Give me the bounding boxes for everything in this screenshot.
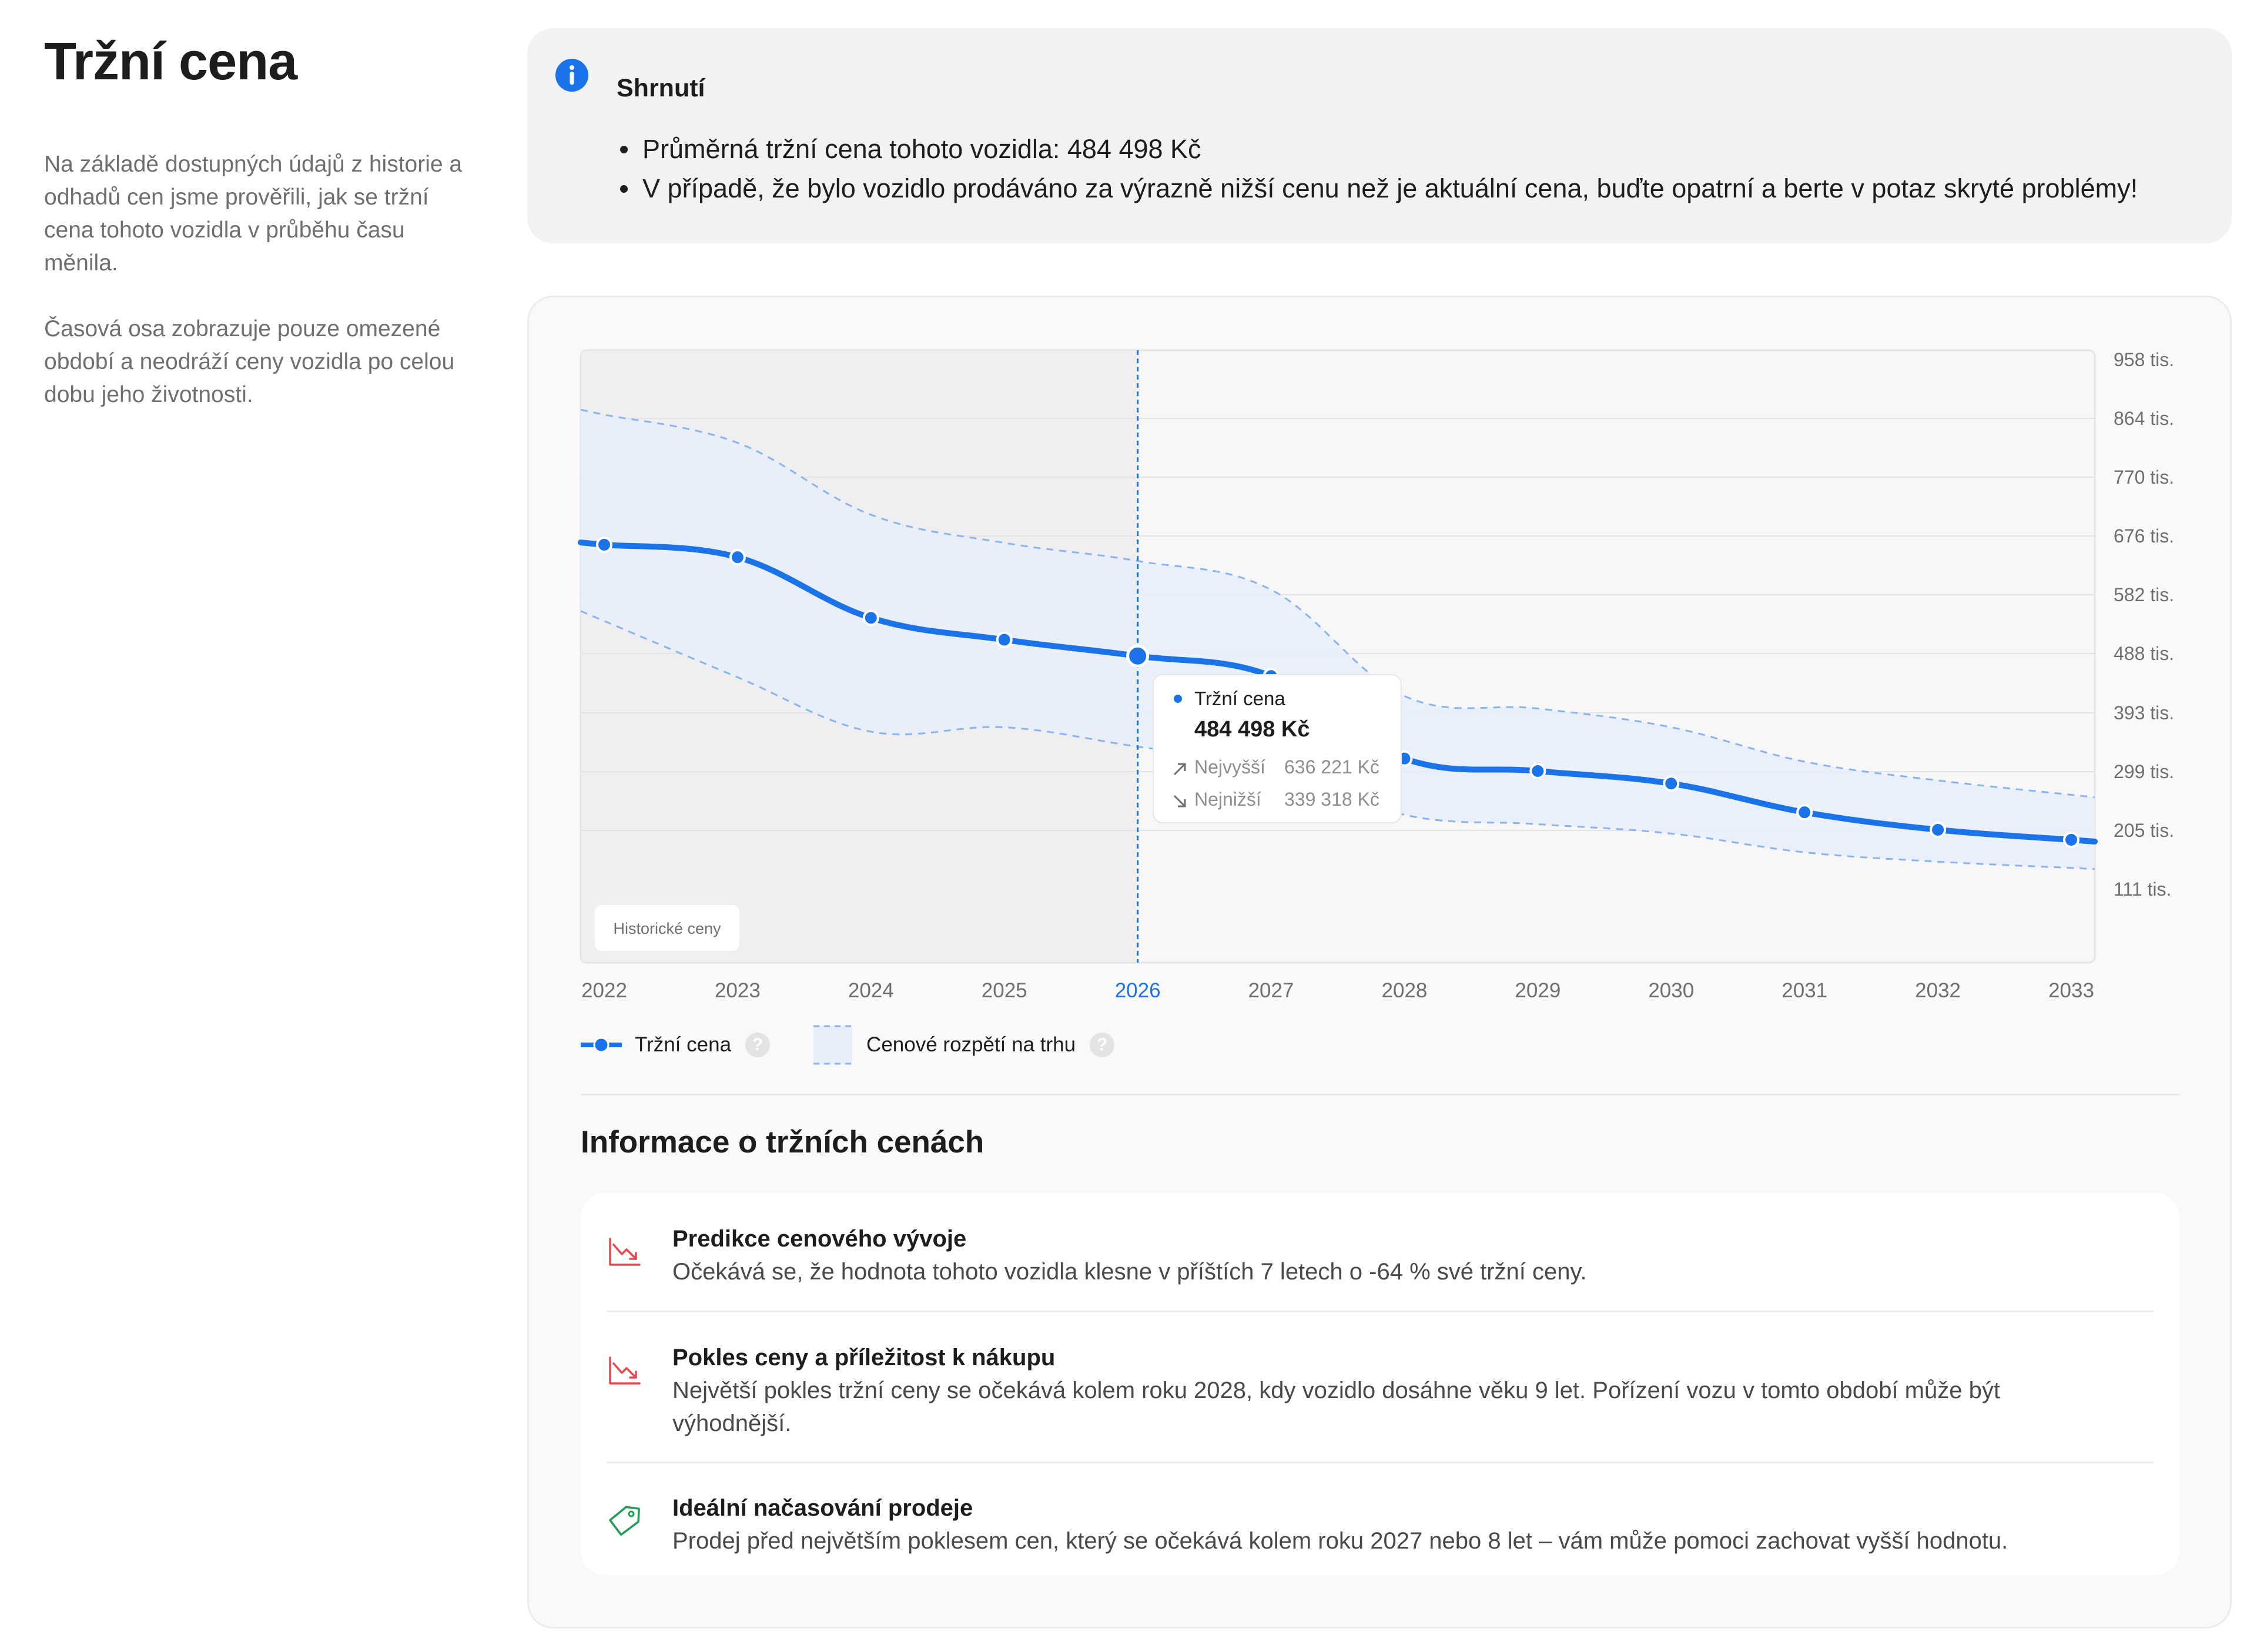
y-tick-label: 582 tis. [2114, 584, 2174, 605]
y-tick-label: 958 tis. [2114, 349, 2174, 370]
historic-prices-badge: Historické ceny [595, 905, 739, 951]
info-item-title: Predikce cenového vývoje [672, 1226, 967, 1252]
info-item-text: Prodej před největším poklesem cen, kter… [672, 1528, 2008, 1554]
help-icon[interactable]: ? [1090, 1033, 1115, 1057]
info-item-title: Ideální načasování prodeje [672, 1495, 973, 1521]
legend-item-range[interactable]: Cenové rozpětí na trhu ? [812, 1024, 1115, 1065]
summary-list: Průměrná tržní cena tohoto vozidla: 484 … [617, 129, 2168, 208]
summary-card: Shrnutí Průměrná tržní cena tohoto vozid… [527, 28, 2232, 243]
data-point-2032[interactable] [1930, 821, 1947, 838]
x-tick-label: 2032 [1915, 979, 1961, 1002]
y-tick-label: 488 tis. [2114, 643, 2174, 664]
tooltip-low-label: Nejnižší [1194, 789, 1261, 810]
x-tick-label: 2024 [848, 979, 894, 1002]
chart-legend: Tržní cena ? Cenové rozpětí na trhu ? [581, 1024, 1157, 1065]
historic-prices-label: Historické ceny [613, 920, 721, 937]
trending-down-icon [609, 1238, 641, 1266]
price-tag-icon [609, 1506, 640, 1536]
line-marker-icon [581, 1037, 622, 1053]
info-icon [555, 59, 588, 92]
y-tick-label: 111 tis. [2114, 879, 2171, 900]
x-tick-label: 2029 [1515, 979, 1561, 1002]
x-tick-label: 2027 [1248, 979, 1294, 1002]
tooltip-high-value: 636 221 Kč [1284, 756, 1379, 778]
data-point-2033[interactable] [2063, 831, 2079, 848]
price-range-band [581, 410, 2095, 869]
info-separator [607, 1462, 2154, 1463]
data-point-2022[interactable] [596, 536, 612, 553]
arrow-down-right-icon [1173, 795, 1186, 807]
arrow-up-right-icon [1173, 763, 1186, 776]
summary-bullet-warning: V případě, že bylo vozidlo prodáváno za … [617, 169, 2168, 208]
range-upper-edge [580, 408, 2095, 799]
info-separator [607, 1311, 2154, 1312]
y-tick-label: 676 tis. [2114, 525, 2174, 547]
intro-description: Na základě dostupných údajů z historie a… [44, 152, 463, 276]
section-divider [581, 1094, 2179, 1095]
tooltip-series-label: Tržní cena [1194, 688, 1285, 709]
y-tick-label: 205 tis. [2114, 820, 2174, 841]
tooltip-series-dot [1174, 695, 1182, 703]
y-tick-label: 299 tis. [2114, 761, 2174, 782]
x-tick-label: 2022 [581, 979, 627, 1002]
tooltip-high-label: Nejvyšší [1194, 756, 1265, 778]
intro-note: Časová osa zobrazuje pouze omezené obdob… [44, 316, 455, 407]
page-title: Tržní cena [44, 32, 297, 91]
data-point-2023[interactable] [729, 549, 746, 566]
range-band-icon [813, 1025, 853, 1065]
intro-section: Tržní cena Na základě dostupných údajů z… [44, 29, 479, 411]
data-point-2031[interactable] [1796, 804, 1813, 821]
data-point-2026[interactable] [1126, 644, 1150, 668]
data-point-2024[interactable] [862, 609, 879, 626]
x-tick-label: 2030 [1648, 979, 1694, 1002]
x-tick-label: 2033 [2048, 979, 2094, 1002]
y-tick-label: 864 tis. [2114, 408, 2174, 429]
legend-price-label: Tržní cena [635, 1033, 732, 1056]
legend-item-price[interactable]: Tržní cena ? [581, 1033, 771, 1057]
x-tick-label: 2023 [715, 979, 761, 1002]
summary-title: Shrnutí [617, 74, 705, 102]
trending-down-icon [609, 1356, 641, 1385]
market-info-title: Informace o tržních cenách [581, 1125, 984, 1160]
tooltip-value: 484 498 Kč [1194, 717, 1310, 742]
market-price-chart[interactable]: 958 tis. 864 tis. 770 tis. 676 tis. 582 tis.… [0, 0, 2257, 1034]
info-item-title: Pokles ceny a příležitost k nákupu [672, 1345, 1056, 1370]
data-point-2025[interactable] [996, 631, 1013, 648]
data-point-2030[interactable] [1663, 775, 1680, 792]
x-tick-label: 2031 [1782, 979, 1827, 1002]
info-item-text: Největší pokles tržní ceny se očekává ko… [672, 1378, 2000, 1436]
help-icon[interactable]: ? [745, 1033, 771, 1057]
y-tick-label: 393 tis. [2114, 702, 2174, 723]
x-tick-label: 2028 [1382, 979, 1428, 1002]
x-tick-label: 2026 [1115, 979, 1161, 1002]
chart-tooltip: Tržní cena 484 498 Kč Nejvyšší 636 221 K… [1153, 674, 1402, 823]
y-tick-label: 770 tis. [2114, 467, 2174, 488]
data-point-2029[interactable] [1529, 762, 1546, 779]
market-info-card: Predikce cenového vývoje Očekává se, že … [581, 1193, 2179, 1575]
tooltip-low-value: 339 318 Kč [1284, 789, 1379, 810]
x-tick-label: 2025 [982, 979, 1027, 1002]
legend-range-label: Cenové rozpětí na trhu [866, 1033, 1076, 1056]
summary-bullet-price: Průměrná tržní cena tohoto vozidla: 484 … [617, 129, 2168, 169]
info-item-text: Očekává se, že hodnota tohoto vozidla kl… [672, 1259, 1587, 1285]
